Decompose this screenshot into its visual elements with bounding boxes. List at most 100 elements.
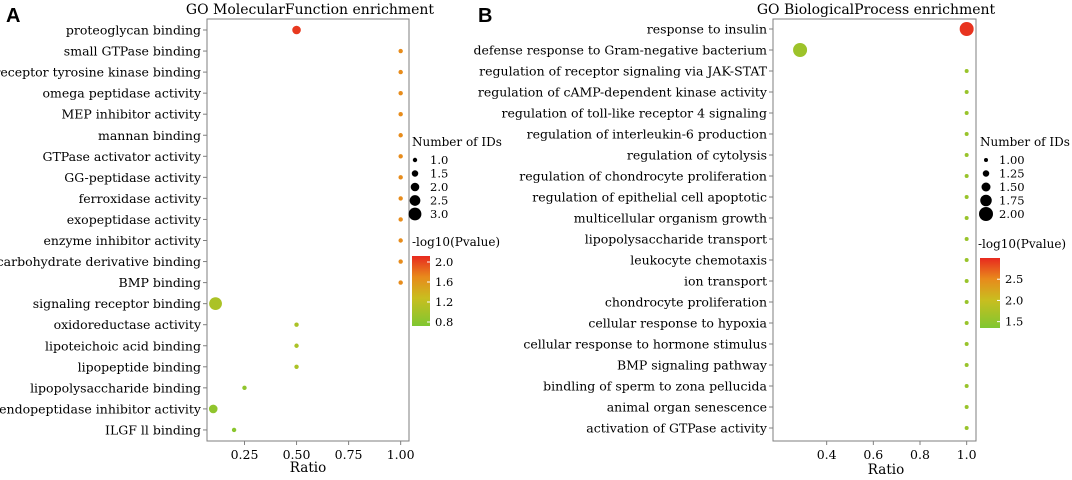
category-label: BMP signaling pathway	[617, 358, 768, 373]
size-legend-swatch	[411, 170, 419, 177]
data-point	[964, 300, 969, 304]
category-label: GG-peptidase activity	[64, 170, 202, 185]
x-tick-label: 0.4	[817, 447, 837, 462]
category-label: regulation of chondrocyte proliferation	[519, 169, 767, 184]
category-label: regulation of cAMP-dependent kinase acti…	[478, 85, 768, 100]
category-label: ion transport	[684, 274, 767, 289]
category-label: regulation of interleukin-6 production	[527, 127, 767, 142]
panel-b-size-legend: Number of IDs 1.001.251.501.752.00	[979, 135, 1070, 221]
data-point	[959, 22, 974, 36]
size-legend-label: 2.5	[430, 194, 448, 208]
panel-a: A GO MolecularFunction enrichment proteo…	[0, 2, 502, 476]
panel-b-label: B	[478, 5, 492, 27]
data-point	[964, 384, 969, 388]
data-point	[398, 48, 403, 54]
color-legend-label: 1.5	[1005, 315, 1023, 329]
data-point	[398, 69, 403, 75]
category-label: signaling receptor binding	[33, 296, 201, 311]
data-point	[398, 175, 403, 180]
category-label: regulation of toll-like receptor 4 signa…	[502, 106, 767, 121]
category-label: carbohydrate derivative binding	[0, 254, 201, 269]
panel-a-size-legend: Number of IDs 1.01.52.02.53.0	[408, 135, 502, 221]
panel-b-points	[793, 22, 974, 430]
data-point	[208, 404, 218, 414]
panel-a-category-labels: proteoglycan binding small GTPase binding…	[0, 23, 207, 437]
category-label: activation of GTPase activity	[586, 421, 768, 436]
data-point	[964, 69, 969, 73]
color-legend-label: 2.0	[435, 255, 453, 269]
panel-a-color-legend-title: -log10(Pvalue)	[412, 235, 500, 249]
data-point	[793, 43, 808, 57]
data-point	[398, 112, 403, 117]
panel-b-color-legend: -log10(Pvalue) 2.5 2.0 1.5	[978, 237, 1066, 329]
data-point	[398, 133, 403, 138]
size-legend-swatch	[984, 158, 988, 162]
size-legend-label: 3.0	[430, 207, 448, 221]
data-point	[964, 132, 969, 136]
category-label: small GTPase binding	[64, 44, 201, 59]
data-point	[398, 196, 403, 201]
size-legend-swatch	[981, 182, 991, 192]
category-label: defense response to Gram-negative bacter…	[473, 43, 767, 58]
x-tick-label: 1.00	[387, 447, 415, 462]
category-label: endopeptidase inhibitor activity	[0, 401, 202, 416]
color-legend-label: 1.2	[435, 295, 453, 309]
data-point	[964, 174, 969, 178]
panel-a-color-bar	[412, 256, 430, 326]
data-point	[964, 90, 969, 94]
data-point	[398, 280, 403, 285]
category-label: chondrocyte proliferation	[605, 295, 767, 310]
size-legend-label: 1.50	[999, 180, 1025, 194]
size-legend-swatch	[408, 207, 422, 221]
panel-a-size-legend-title: Number of IDs	[412, 135, 502, 149]
panel-a-color-legend: -log10(Pvalue) 2.0 1.6 1.2 0.8	[412, 235, 500, 329]
panel-b-color-legend-title: -log10(Pvalue)	[978, 237, 1066, 251]
size-legend-swatch	[982, 170, 990, 177]
category-label: bindling of sperm to zona pellucida	[543, 379, 767, 394]
data-point	[964, 216, 969, 220]
data-point	[964, 279, 969, 283]
data-point	[964, 153, 969, 157]
x-tick-label: 0.75	[335, 447, 363, 462]
panel-a-title: GO MolecularFunction enrichment	[186, 2, 435, 18]
category-label: response to insulin	[647, 22, 767, 37]
category-label: animal organ senescence	[607, 400, 767, 415]
x-tick-label: 0.8	[910, 447, 930, 462]
category-label: lipoteichoic acid binding	[45, 338, 201, 353]
category-label: regulation of receptor signaling via JAK…	[479, 64, 768, 79]
data-point	[209, 297, 222, 311]
size-legend-label: 2.0	[430, 180, 448, 194]
data-point	[294, 343, 299, 348]
data-point	[964, 195, 969, 199]
category-label: cellular response to hormone stimulus	[523, 337, 767, 352]
category-label: leukocyte chemotaxis	[630, 253, 767, 268]
data-point	[964, 258, 969, 262]
data-point	[294, 364, 299, 369]
color-legend-label: 2.0	[1005, 293, 1023, 307]
size-legend-swatch	[409, 195, 421, 206]
size-legend-label: 1.75	[999, 194, 1025, 208]
panel-a-points	[208, 25, 403, 433]
x-tick-label: 0.50	[283, 447, 311, 462]
size-legend-swatch	[412, 157, 418, 163]
panel-b-plot-frame	[772, 18, 977, 442]
data-point	[964, 321, 969, 325]
data-point	[964, 363, 969, 367]
category-label: receptor tyrosine kinase binding	[0, 65, 201, 80]
size-legend-label: 2.00	[999, 207, 1025, 221]
category-label: regulation of cytolysis	[627, 148, 767, 163]
category-label: multicellular organism growth	[574, 211, 767, 226]
color-legend-label: 2.5	[1005, 272, 1023, 286]
data-point	[964, 237, 969, 241]
size-legend-swatch	[979, 207, 993, 221]
category-label: mannan binding	[98, 128, 201, 143]
panel-a-x-axis-title: Ratio	[290, 460, 326, 476]
category-label: oxidoreductase activity	[54, 317, 202, 332]
category-label: exopeptidase activity	[67, 212, 202, 227]
category-label: BMP binding	[119, 275, 201, 290]
category-label: ferroxidase activity	[79, 191, 202, 206]
category-label: regulation of epithelial cell apoptotic	[532, 190, 767, 205]
size-legend-label: 1.5	[430, 167, 448, 181]
data-point	[964, 405, 969, 409]
panel-a-label: A	[6, 5, 20, 27]
